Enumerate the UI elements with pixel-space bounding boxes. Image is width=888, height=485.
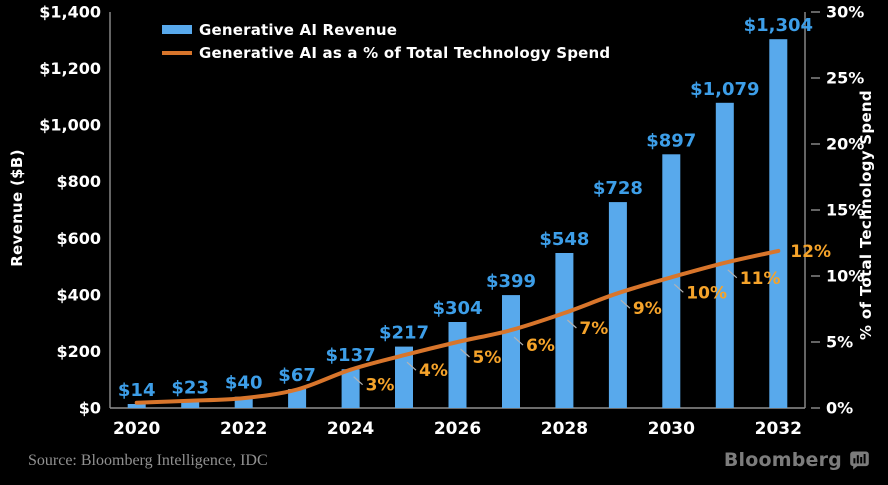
- bar-value-label: $548: [539, 229, 589, 250]
- percent-point-label: 7%: [579, 319, 608, 339]
- left-axis-tick-label: $400: [56, 285, 101, 304]
- left-axis-tick-label: $1,400: [39, 3, 101, 22]
- right-axis-tick-label: 20%: [826, 135, 864, 154]
- percent-of-spend-line: [134, 248, 781, 405]
- legend-line-swatch: [162, 50, 192, 55]
- bar-value-label: $14: [118, 380, 156, 401]
- bar-value-label: $304: [432, 298, 482, 319]
- bloomberg-terminal-icon: [849, 450, 870, 471]
- bloomberg-logo: Bloomberg: [724, 449, 870, 471]
- percent-label-leader: [460, 348, 470, 358]
- bar-2024: [341, 369, 360, 408]
- bar-2021: [181, 401, 200, 408]
- x-axis-year-label: 2022: [220, 419, 267, 439]
- legend-label-percent: Generative AI as a % of Total Technology…: [199, 43, 611, 62]
- percent-label-leader: [353, 376, 363, 386]
- percent-point-label: 3%: [366, 376, 395, 396]
- percent-point-label: 12%: [790, 242, 831, 262]
- x-axis-year-label: 2020: [113, 419, 160, 439]
- bar-value-label: $137: [326, 345, 376, 366]
- bar-2030: [662, 154, 681, 408]
- right-axis-tick-label: 10%: [826, 267, 864, 286]
- x-axis-year-label: 2024: [327, 419, 374, 439]
- right-axis-tick-label: 5%: [826, 333, 853, 352]
- bloomberg-wordmark: Bloomberg: [723, 449, 842, 471]
- percent-point-label: 6%: [526, 336, 555, 356]
- bar-value-label: $23: [171, 378, 209, 399]
- percent-point-label: 10%: [686, 283, 727, 303]
- bar-value-label: $40: [225, 373, 263, 394]
- percent-label-leader: [727, 269, 738, 279]
- right-axis-title: % of Total Technology Spend: [857, 90, 875, 340]
- bar-value-label: $67: [278, 365, 316, 386]
- bar-2020: [127, 404, 146, 408]
- percent-point-label: 5%: [473, 348, 502, 368]
- legend-label-revenue: Generative AI Revenue: [199, 20, 398, 39]
- bar-value-label: $1,079: [690, 79, 759, 100]
- percent-label-leader: [620, 299, 631, 309]
- legend-bar-swatch: [162, 25, 192, 34]
- percent-label-leader: [567, 319, 577, 329]
- x-axis-year-label: 2032: [755, 419, 802, 439]
- percent-label-leader: [513, 336, 524, 346]
- bar-2029: [608, 202, 627, 408]
- percent-point-label: 11%: [740, 269, 781, 289]
- bar-value-label: $728: [593, 178, 643, 199]
- left-axis-tick-label: $800: [56, 172, 101, 191]
- percent-point-label: 4%: [419, 361, 448, 381]
- right-axis-tick-label: 30%: [826, 3, 864, 22]
- bar-value-label: $217: [379, 323, 429, 344]
- bar-2031: [715, 102, 734, 409]
- source-text: Source: Bloomberg Intelligence, IDC: [28, 452, 268, 469]
- left-axis-title: Revenue ($B): [8, 149, 26, 267]
- left-axis-tick-label: $1,200: [39, 59, 101, 78]
- bar-value-label: $1,304: [744, 15, 813, 36]
- percent-label-leader: [673, 283, 684, 293]
- left-axis-tick-label: $600: [56, 229, 101, 248]
- bar-2023: [288, 389, 307, 408]
- bar-2027: [502, 295, 520, 408]
- percent-point-label: 9%: [633, 299, 662, 319]
- x-axis-year-label: 2026: [434, 419, 481, 439]
- legend-item-percent: Generative AI as a % of Total Technology…: [162, 41, 610, 64]
- bar-value-label: $897: [646, 130, 696, 151]
- right-axis-tick-label: 0%: [826, 399, 853, 418]
- legend: Generative AI Revenue Generative AI as a…: [162, 18, 610, 64]
- legend-item-revenue: Generative AI Revenue: [162, 18, 610, 41]
- bar-2028: [555, 253, 574, 408]
- bar-value-label: $399: [486, 271, 536, 292]
- percent-label-leader: [406, 361, 417, 371]
- left-axis-tick-label: $1,000: [39, 116, 101, 135]
- x-axis-year-label: 2028: [541, 419, 588, 439]
- right-axis-tick-label: 25%: [826, 69, 864, 88]
- left-axis-tick-label: $0: [79, 399, 101, 418]
- bar-2032: [769, 39, 788, 408]
- left-axis-tick-label: $200: [56, 342, 101, 361]
- bar-2022: [234, 396, 253, 408]
- bar-2025: [395, 346, 413, 408]
- right-axis-tick-label: 15%: [826, 201, 864, 220]
- x-axis-year-label: 2030: [648, 419, 695, 439]
- bar-2026: [448, 322, 467, 408]
